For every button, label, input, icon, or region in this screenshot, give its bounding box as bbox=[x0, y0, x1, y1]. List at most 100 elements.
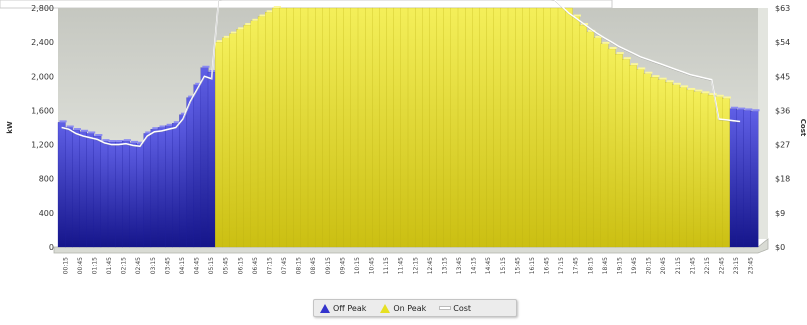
legend-item-off-peak[interactable]: Off Peak bbox=[320, 303, 366, 313]
on-peak-bar-top bbox=[623, 57, 631, 60]
y-tick-right: $45 bbox=[775, 72, 790, 81]
x-tick-label: 02:45 bbox=[135, 257, 142, 274]
x-tick-label: 20:15 bbox=[646, 257, 653, 274]
on-peak-bar bbox=[586, 31, 595, 248]
on-peak-bar bbox=[593, 37, 602, 248]
y-tick-left: 2,800 bbox=[31, 4, 54, 13]
x-tick-label: 11:45 bbox=[398, 257, 405, 274]
on-peak-bar bbox=[236, 29, 245, 248]
x-tick-label: 16:45 bbox=[544, 257, 551, 274]
off-peak-bar-top bbox=[145, 131, 153, 134]
cost-line bbox=[61, 0, 741, 148]
off-peak-bar bbox=[736, 109, 745, 248]
chart-legend: Off Peak On Peak Cost bbox=[313, 299, 517, 317]
x-tick-label: 02:15 bbox=[121, 257, 128, 274]
on-peak-bar bbox=[707, 94, 716, 248]
x-tick-label: 21:15 bbox=[675, 257, 682, 274]
x-tick-label: 14:15 bbox=[471, 257, 478, 274]
x-tick-label: 09:15 bbox=[325, 257, 332, 274]
y-tick-right: $18 bbox=[775, 175, 790, 184]
on-peak-bar-top bbox=[609, 46, 617, 49]
off-peak-bar bbox=[122, 141, 130, 248]
on-peak-bar bbox=[679, 87, 687, 248]
y-axis-label-left: kW bbox=[6, 121, 14, 134]
on-peak-bar bbox=[222, 37, 230, 248]
y-tick-right: $9 bbox=[775, 209, 785, 218]
on-peak-bar-top bbox=[238, 27, 246, 30]
on-peak-swatch-icon bbox=[380, 303, 391, 313]
on-peak-bar bbox=[515, 7, 523, 248]
x-tick-label: 17:15 bbox=[558, 257, 565, 274]
title-box bbox=[0, 0, 613, 9]
off-peak-bar bbox=[86, 133, 95, 248]
on-peak-bar-top bbox=[659, 77, 667, 80]
on-peak-bar bbox=[436, 7, 445, 248]
off-peak-swatch-icon bbox=[320, 303, 330, 313]
off-peak-bar bbox=[172, 123, 180, 248]
off-peak-bar-top bbox=[188, 95, 196, 98]
on-peak-bar bbox=[529, 7, 537, 248]
on-peak-bar-top bbox=[680, 85, 689, 88]
y-tick-left: 2,000 bbox=[31, 72, 54, 81]
off-peak-bar-top bbox=[88, 131, 96, 134]
x-tick-label: 00:15 bbox=[62, 257, 69, 274]
off-peak-bar bbox=[200, 67, 209, 248]
on-peak-bar bbox=[300, 7, 309, 248]
on-peak-bar-top bbox=[638, 67, 646, 70]
on-peak-bar bbox=[465, 7, 473, 248]
on-peak-bar bbox=[379, 7, 387, 248]
x-tick-label: 07:45 bbox=[281, 257, 288, 274]
on-peak-bar-top bbox=[245, 23, 253, 26]
on-peak-bar bbox=[600, 43, 609, 248]
x-tick-label: 21:45 bbox=[689, 257, 696, 274]
x-tick-label: 06:15 bbox=[237, 257, 244, 274]
on-peak-bar bbox=[557, 7, 566, 248]
off-peak-bar-top bbox=[130, 140, 139, 143]
legend-item-cost[interactable]: Cost bbox=[440, 304, 471, 313]
off-peak-bar-top bbox=[730, 106, 739, 109]
on-peak-bar bbox=[279, 7, 287, 248]
plot-right-wall bbox=[758, 8, 768, 239]
off-peak-bar-top bbox=[102, 139, 110, 142]
off-peak-bar bbox=[115, 141, 123, 248]
on-peak-bar bbox=[486, 7, 495, 248]
on-peak-bar bbox=[322, 7, 330, 248]
x-tick-label: 10:15 bbox=[354, 257, 361, 274]
off-peak-bar-top bbox=[159, 125, 167, 128]
on-peak-bar bbox=[293, 7, 302, 248]
on-peak-bar bbox=[700, 93, 709, 248]
cost-line-shadow bbox=[61, 0, 741, 148]
off-peak-bar bbox=[107, 141, 116, 248]
on-peak-bar bbox=[636, 69, 645, 248]
on-peak-bar-top bbox=[252, 18, 260, 21]
x-tick-label: 04:45 bbox=[194, 257, 201, 274]
on-peak-bar bbox=[429, 7, 437, 248]
on-peak-bar bbox=[629, 65, 637, 248]
on-peak-bar bbox=[550, 7, 559, 248]
on-peak-bar bbox=[522, 7, 530, 248]
x-tick-label: 07:15 bbox=[266, 257, 273, 274]
on-peak-bar bbox=[607, 48, 616, 248]
on-peak-bar bbox=[572, 16, 580, 248]
x-tick-label: 06:45 bbox=[252, 257, 259, 274]
legend-label-on-peak: On Peak bbox=[393, 303, 427, 313]
x-tick-label: 22:15 bbox=[704, 257, 711, 274]
y-tick-right: $63 bbox=[775, 4, 790, 13]
off-peak-bar bbox=[179, 114, 187, 248]
x-tick-label: 10:45 bbox=[369, 257, 376, 274]
legend-item-on-peak[interactable]: On Peak bbox=[380, 303, 427, 313]
x-tick-label: 19:15 bbox=[616, 257, 623, 274]
off-peak-bar bbox=[207, 71, 216, 248]
off-peak-bar-top bbox=[123, 139, 131, 142]
on-peak-bar-top bbox=[573, 14, 581, 17]
on-peak-bar bbox=[372, 7, 380, 248]
off-peak-bar-top bbox=[95, 134, 103, 137]
x-tick-label: 19:45 bbox=[631, 257, 638, 274]
y-tick-left: 0 bbox=[49, 243, 54, 252]
on-peak-bar bbox=[357, 7, 366, 248]
on-peak-bar bbox=[615, 53, 623, 248]
off-peak-bar-top bbox=[752, 109, 760, 112]
on-peak-bar bbox=[265, 12, 273, 248]
off-peak-bar bbox=[165, 125, 173, 248]
